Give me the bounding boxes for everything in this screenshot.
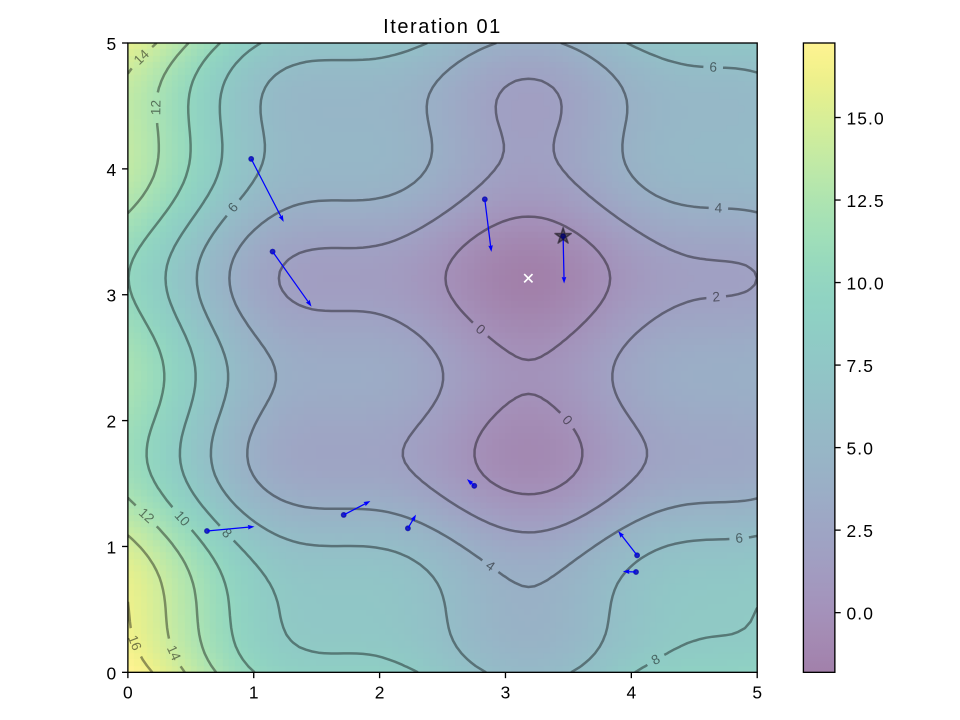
svg-text:8: 8 — [219, 525, 235, 541]
svg-text:15.0: 15.0 — [847, 109, 885, 129]
svg-text:6: 6 — [735, 530, 744, 546]
svg-text:3: 3 — [501, 682, 511, 702]
svg-text:2: 2 — [712, 289, 721, 305]
svg-text:5: 5 — [107, 34, 117, 54]
svg-text:6: 6 — [225, 200, 241, 216]
svg-text:14: 14 — [164, 643, 184, 663]
svg-text:Iteration 01: Iteration 01 — [383, 16, 502, 38]
svg-text:1: 1 — [107, 537, 117, 557]
svg-text:4: 4 — [626, 682, 636, 702]
svg-text:16: 16 — [125, 633, 144, 652]
svg-text:2.5: 2.5 — [847, 521, 874, 541]
svg-text:3: 3 — [107, 286, 117, 306]
svg-text:14: 14 — [131, 46, 153, 68]
svg-text:0: 0 — [107, 663, 117, 683]
svg-text:1: 1 — [249, 682, 259, 702]
svg-text:6: 6 — [709, 59, 717, 74]
svg-text:10.0: 10.0 — [847, 274, 885, 294]
svg-text:0: 0 — [123, 682, 133, 702]
svg-text:4: 4 — [107, 160, 117, 180]
svg-text:7.5: 7.5 — [847, 356, 874, 376]
svg-text:4: 4 — [714, 200, 722, 215]
svg-text:2: 2 — [107, 412, 117, 432]
svg-text:8: 8 — [649, 651, 663, 668]
svg-text:0: 0 — [473, 321, 489, 338]
svg-text:12: 12 — [136, 505, 157, 526]
svg-text:12.5: 12.5 — [847, 191, 885, 211]
svg-text:12: 12 — [148, 100, 163, 115]
svg-text:2: 2 — [375, 682, 385, 702]
svg-text:5: 5 — [752, 682, 762, 702]
svg-text:0.0: 0.0 — [847, 604, 874, 624]
svg-text:0: 0 — [559, 412, 575, 428]
svg-text:10: 10 — [172, 508, 194, 530]
svg-text:4: 4 — [483, 558, 498, 575]
svg-text:5.0: 5.0 — [847, 439, 874, 459]
